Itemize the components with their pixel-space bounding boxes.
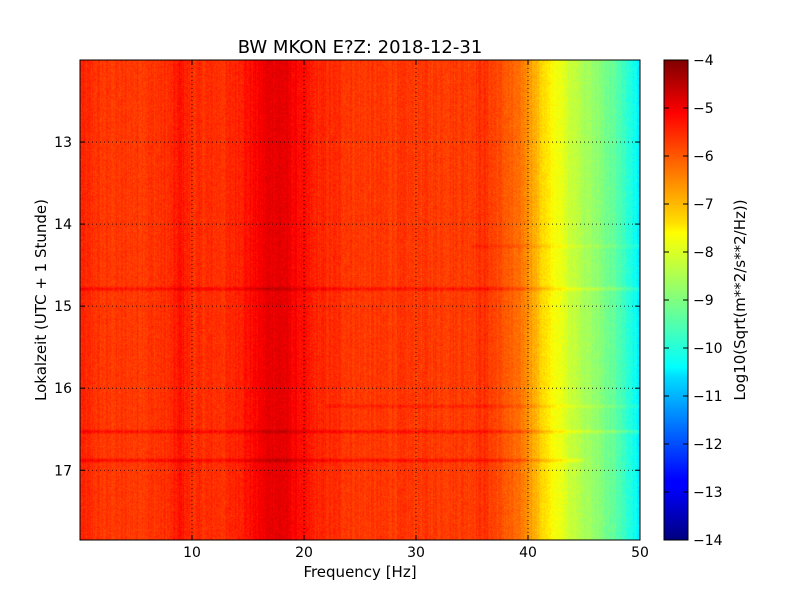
y-tick-label: 15: [54, 299, 72, 315]
y-tick-label: 16: [54, 381, 72, 397]
y-tick-label: 17: [54, 463, 72, 479]
colorbar-tick-label: −12: [693, 437, 723, 453]
colorbar-label: Log10(Sqrt(m**2/s**2/Hz)): [731, 199, 749, 400]
colorbar-tick-label: −9: [693, 293, 714, 309]
colorbar-tick-label: −10: [693, 341, 723, 357]
x-tick-label: 30: [407, 545, 425, 561]
spectrogram-heatmap: [80, 60, 640, 540]
x-axis-label: Frequency [Hz]: [303, 563, 416, 581]
chart-title: BW MKON E?Z: 2018-12-31: [238, 37, 483, 58]
colorbar-tick-label: −8: [693, 245, 714, 261]
colorbar-tick-label: −7: [693, 197, 714, 213]
x-tick-label: 10: [183, 545, 201, 561]
colorbar-tick-label: −11: [693, 389, 723, 405]
grid-lines: [80, 60, 640, 540]
colorbar-tick-label: −5: [693, 101, 714, 117]
colorbar-tick-label: −13: [693, 485, 723, 501]
colorbar-tick-label: −6: [693, 149, 714, 165]
y-axis-ticks: 13 14 15 16 17: [54, 135, 640, 479]
y-tick-label: 14: [54, 217, 72, 233]
plot-area: 10 20 30 40 50 13 14 15 16 17: [54, 59, 649, 561]
colorbar-ticks: −4 −5 −6 −7 −8 −9 −10 −11 −12 −13 −14: [664, 53, 723, 549]
colorbar-tick-label: −4: [693, 53, 714, 69]
y-axis-label: Lokalzeit (UTC + 1 Stunde): [32, 199, 50, 401]
x-axis-ticks: 10 20 30 40 50: [183, 60, 649, 561]
colorbar: −4 −5 −6 −7 −8 −9 −10 −11 −12 −13 −14 Log10(Sqrt(m…: [663, 53, 749, 549]
x-tick-label: 40: [519, 545, 537, 561]
y-tick-label: 13: [54, 135, 72, 151]
x-tick-label: 20: [295, 545, 313, 561]
x-tick-label: 50: [631, 545, 649, 561]
colorbar-tick-label: −14: [693, 533, 723, 549]
plot-frame: [79, 59, 641, 541]
